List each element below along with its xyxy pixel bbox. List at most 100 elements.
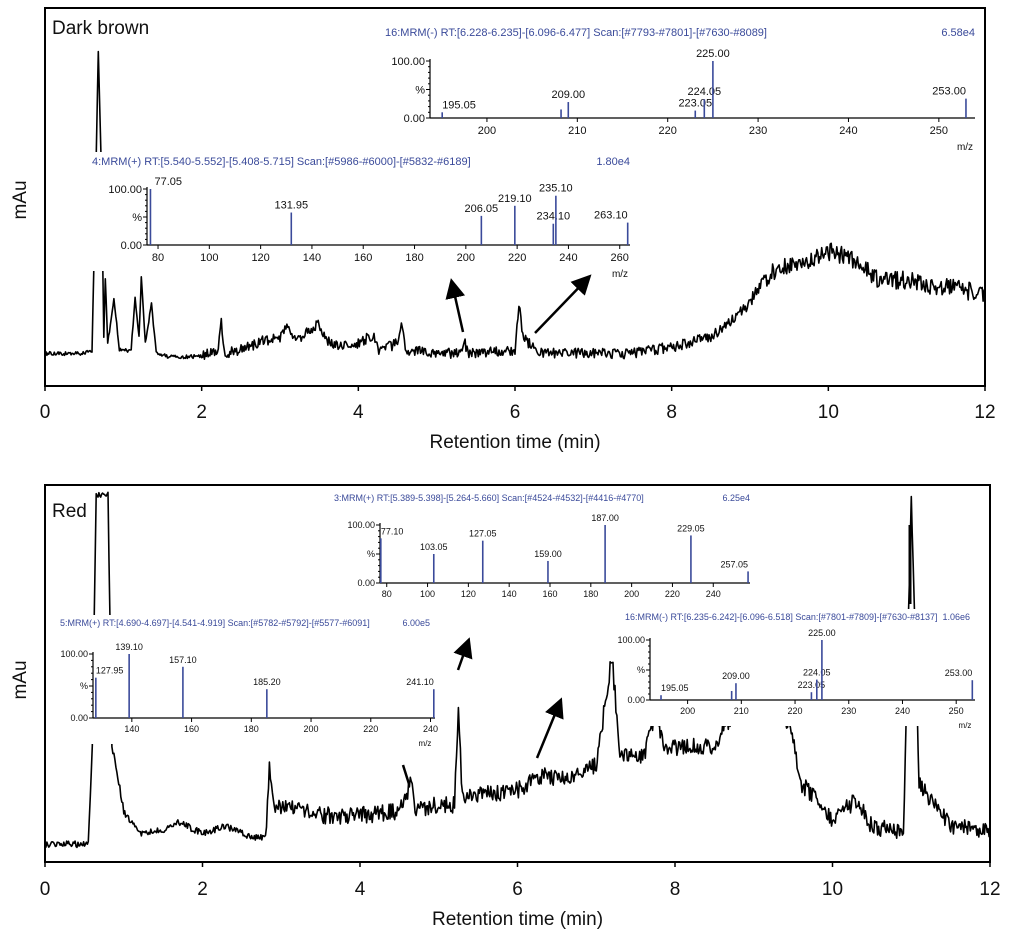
inset-title: 16:MRM(-) RT:[6.228-6.235]-[6.096-6.477]… <box>385 27 767 39</box>
x-tick-label: 4 <box>353 402 364 423</box>
inset-x-tick-label: 220 <box>508 252 526 264</box>
annotation-arrow <box>453 637 473 671</box>
x-tick-label: 6 <box>512 879 523 900</box>
ms-peak-label: 223.05 <box>678 98 712 110</box>
inset-x-tick-label: 80 <box>382 589 392 599</box>
ms-peak-label: 139.10 <box>115 642 143 652</box>
inset-x-tick-label: 200 <box>624 589 639 599</box>
chromatogram-trace <box>45 491 990 849</box>
ms-peak-label: 209.00 <box>551 89 585 101</box>
ms-peak-label: 263.10 <box>594 210 628 222</box>
ms-peak-label: 224.05 <box>803 668 831 678</box>
ms-spectrum-inset: 4:MRM(+) RT:[5.540-5.552]-[5.408-5.715] … <box>88 152 636 280</box>
inset-x-tick-label: 260 <box>611 252 629 264</box>
x-axis-label: Retention time (min) <box>429 432 600 453</box>
inset-title: 3:MRM(+) RT:[5.389-5.398]-[5.264-5.660] … <box>334 493 644 503</box>
inset-x-tick-label: 120 <box>251 252 269 264</box>
inset-y-label: 0.00 <box>627 695 645 705</box>
ms-peak-label: 159.00 <box>534 549 562 559</box>
inset-y-label: 0.00 <box>357 578 375 588</box>
inset-y-label: 0.00 <box>404 113 425 125</box>
inset-x-tick-label: 200 <box>680 706 695 716</box>
x-tick-label: 2 <box>196 402 207 423</box>
inset-x-tick-label: 140 <box>124 724 139 734</box>
inset-x-tick-label: 160 <box>184 724 199 734</box>
inset-x-tick-label: 200 <box>304 724 319 734</box>
ms-peak-label: 253.00 <box>945 668 973 678</box>
ms-peak-label: 127.05 <box>469 529 497 539</box>
panel-dark-brown: 0 2 4 6 8 10 12 Retention time (min) mAu Dark bro… <box>10 7 996 453</box>
ms-spectrum-inset: 5:MRM(+) RT:[4.690-4.697]-[4.541-4.919] … <box>56 615 438 748</box>
annotation-arrow <box>535 697 564 759</box>
inset-y-label: % <box>132 212 142 224</box>
ms-peak-label: 77.10 <box>381 526 404 536</box>
x-tick-label: 10 <box>818 402 839 423</box>
inset-background <box>56 615 436 744</box>
inset-x-tick-label: 220 <box>659 125 677 137</box>
inset-x-tick-label: 160 <box>354 252 372 264</box>
x-tick-label: 6 <box>510 402 521 423</box>
inset-x-tick-label: 180 <box>583 589 598 599</box>
ms-peak-label: 235.10 <box>539 183 573 195</box>
x-tick-label: 8 <box>670 879 681 900</box>
inset-scale: 6.58e4 <box>941 27 975 39</box>
inset-x-tick-label: 250 <box>930 125 948 137</box>
ms-peak-label: 195.05 <box>661 683 689 693</box>
inset-x-axis-label: m/z <box>957 142 973 153</box>
ms-peak-label: 209.00 <box>722 671 750 681</box>
ms-peak-label: 253.00 <box>932 86 966 98</box>
x-tick-label: 0 <box>40 879 51 900</box>
inset-x-tick-label: 80 <box>152 252 164 264</box>
ms-peak-label: 229.05 <box>677 523 705 533</box>
inset-x-tick-label: 240 <box>706 589 721 599</box>
ms-peak-label: 225.00 <box>808 628 836 638</box>
inset-y-label: % <box>637 665 645 675</box>
panel-red: 0 2 4 6 8 10 12 Retention time (min) mAu Red 3:MRM… <box>10 484 1001 930</box>
inset-scale: 1.06e6 <box>942 612 970 622</box>
ms-peak-label: 77.05 <box>154 176 182 188</box>
ms-peak-label: 127.95 <box>96 666 124 676</box>
inset-x-tick-label: 230 <box>749 125 767 137</box>
inset-x-tick-label: 240 <box>839 125 857 137</box>
y-axis-label: mAu <box>10 660 31 699</box>
inset-y-label: 100.00 <box>617 635 645 645</box>
inset-title: 5:MRM(+) RT:[4.690-4.697]-[4.541-4.919] … <box>60 618 370 628</box>
inset-background <box>621 609 976 726</box>
annotation-arrow <box>445 278 466 333</box>
x-tick-label: 2 <box>197 879 208 900</box>
inset-x-tick-label: 200 <box>478 125 496 137</box>
ms-peak-label: 103.05 <box>420 542 448 552</box>
x-axis-label: Retention time (min) <box>432 909 603 930</box>
inset-x-tick-label: 240 <box>559 252 577 264</box>
annotation-arrow-tail <box>401 764 411 785</box>
inset-background <box>330 490 756 609</box>
ms-peak-label: 225.00 <box>696 48 730 60</box>
annotation-arrow <box>534 274 592 334</box>
inset-x-tick-label: 240 <box>423 724 438 734</box>
inset-x-axis-label: m/z <box>419 739 432 748</box>
inset-y-label: % <box>80 681 88 691</box>
inset-x-tick-label: 240 <box>895 706 910 716</box>
chromatogram-trace <box>45 50 985 360</box>
inset-y-label: 100.00 <box>391 56 425 68</box>
inset-scale: 6.25e4 <box>722 493 750 503</box>
inset-y-label: 0.00 <box>70 713 88 723</box>
inset-x-tick-label: 210 <box>734 706 749 716</box>
inset-title: 4:MRM(+) RT:[5.540-5.552]-[5.408-5.715] … <box>92 156 471 168</box>
ms-peak-label: 257.05 <box>721 559 749 569</box>
inset-scale: 6.00e5 <box>402 618 430 628</box>
inset-y-label: 100.00 <box>108 184 142 196</box>
inset-x-tick-label: 200 <box>457 252 475 264</box>
x-tick-label: 0 <box>40 402 51 423</box>
x-tick-label: 4 <box>355 879 366 900</box>
inset-title: 16:MRM(-) RT:[6.235-6.242]-[6.096-6.518]… <box>625 612 938 622</box>
inset-x-tick-label: 140 <box>303 252 321 264</box>
inset-x-tick-label: 100 <box>420 589 435 599</box>
inset-y-label: % <box>415 84 425 96</box>
y-axis-label: mAu <box>10 180 31 219</box>
x-tick-label: 12 <box>974 402 995 423</box>
ms-spectrum-inset: 3:MRM(+) RT:[5.389-5.398]-[5.264-5.660] … <box>330 490 756 609</box>
inset-x-tick-label: 220 <box>665 589 680 599</box>
ms-peak-label: 223.05 <box>798 680 826 690</box>
